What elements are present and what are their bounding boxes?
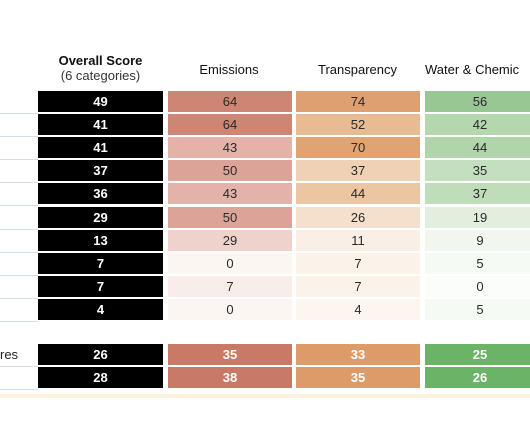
overall-score-cell: 49	[38, 91, 163, 112]
header-water: Water & Chemic	[425, 62, 520, 77]
emissions-score-cell: 50	[168, 206, 292, 228]
emissions-score-cell: 43	[168, 183, 292, 205]
row-divider	[0, 274, 38, 276]
water-score-cell: 37	[425, 183, 530, 205]
transparency-score-cell: 26	[296, 206, 420, 228]
water-score-cell: 35	[425, 160, 530, 182]
overall-score-cell: 4	[38, 298, 163, 320]
overall-score-cell: 29	[38, 206, 163, 228]
transparency-score-cell: 4	[296, 298, 420, 320]
overall-score-cell: 13	[38, 229, 163, 251]
emissions-score-cell: 29	[168, 229, 292, 251]
row-divider	[0, 136, 38, 138]
row-divider	[0, 389, 38, 390]
water-score-cell: 0	[425, 275, 530, 297]
overall-score-cell: 41	[38, 137, 163, 159]
transparency-score-cell: 52	[296, 114, 420, 136]
overall-score-cell: 36	[38, 183, 163, 205]
overall-score-cell: 7	[38, 275, 163, 297]
row-divider	[0, 366, 38, 367]
header-overall-score: Overall Score (6 categories)	[38, 53, 163, 83]
emissions-score-cell: 64	[168, 91, 292, 112]
transparency-score-cell: 70	[296, 137, 420, 159]
water-score-cell: 5	[425, 298, 530, 320]
emissions-score-cell: 64	[168, 114, 292, 136]
transparency-score-cell: 35	[296, 367, 420, 388]
water-score-cell: 56	[425, 91, 530, 112]
overall-score-cell: 41	[38, 114, 163, 136]
footer-bar	[0, 394, 530, 398]
row-divider	[0, 159, 38, 161]
row-divider	[0, 251, 38, 253]
emissions-score-cell: 35	[168, 344, 292, 365]
header-transparency: Transparency	[318, 62, 397, 77]
transparency-score-cell: 74	[296, 91, 420, 112]
emissions-score-cell: 0	[168, 252, 292, 274]
overall-score-cell: 26	[38, 344, 163, 365]
emissions-score-cell: 50	[168, 160, 292, 182]
emissions-score-cell: 38	[168, 367, 292, 388]
transparency-score-cell: 7	[296, 252, 420, 274]
row-divider	[0, 182, 38, 184]
emissions-score-cell: 7	[168, 275, 292, 297]
row-label: res	[0, 347, 19, 362]
transparency-score-cell: 37	[296, 160, 420, 182]
transparency-score-cell: 33	[296, 344, 420, 365]
transparency-score-cell: 44	[296, 183, 420, 205]
water-score-cell: 44	[425, 137, 530, 159]
water-score-cell: 42	[425, 114, 530, 136]
water-score-cell: 26	[425, 367, 530, 388]
overall-score-cell: 28	[38, 367, 163, 388]
emissions-score-cell: 0	[168, 298, 292, 320]
overall-score-cell: 7	[38, 252, 163, 274]
transparency-score-cell: 7	[296, 275, 420, 297]
transparency-score-cell: 11	[296, 229, 420, 251]
water-score-cell: 19	[425, 206, 530, 228]
water-score-cell: 5	[425, 252, 530, 274]
header-emissions: Emissions	[199, 62, 259, 77]
header-overall-title: Overall Score	[58, 53, 143, 68]
row-divider	[0, 228, 38, 230]
water-score-cell: 9	[425, 229, 530, 251]
row-divider	[0, 205, 38, 207]
row-divider	[0, 113, 38, 114]
water-score-cell: 25	[425, 344, 530, 365]
emissions-score-cell: 43	[168, 137, 292, 159]
header-overall-subtitle: (6 categories)	[60, 68, 141, 83]
row-divider	[0, 297, 38, 299]
row-divider	[0, 320, 38, 322]
overall-score-cell: 37	[38, 160, 163, 182]
